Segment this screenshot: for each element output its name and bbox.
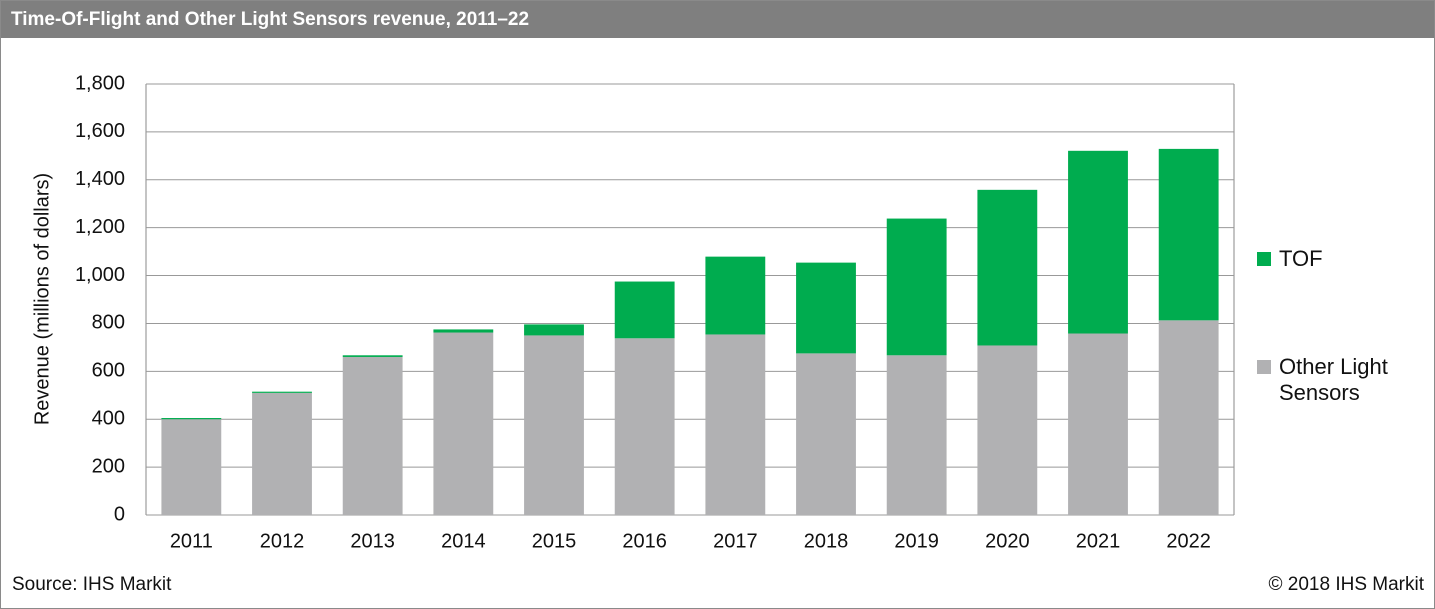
y-tick-label: 1,800 xyxy=(75,72,125,94)
bar-segment xyxy=(796,262,856,354)
source-note: Source: IHS Markit xyxy=(12,574,172,595)
legend-item: Other Light Sensors xyxy=(1257,354,1427,406)
y-tick-label: 1,600 xyxy=(75,120,125,142)
x-tick-label: 2022 xyxy=(1166,530,1211,552)
bar-segment xyxy=(614,338,675,515)
x-tick-label: 2015 xyxy=(532,530,577,552)
y-tick-label: 800 xyxy=(92,312,125,334)
y-tick-label: 1,400 xyxy=(75,168,125,190)
bar-segment xyxy=(1068,333,1128,515)
x-tick-label: 2013 xyxy=(350,530,395,552)
bar-segment xyxy=(705,256,766,335)
y-tick-label: 600 xyxy=(92,360,125,382)
x-tick-label: 2018 xyxy=(804,530,849,552)
x-tick-label: 2017 xyxy=(713,530,758,552)
x-tick-label: 2016 xyxy=(622,530,667,552)
y-tick-label: 0 xyxy=(114,503,125,525)
bar-segment xyxy=(977,345,1038,515)
x-tick-label: 2021 xyxy=(1076,530,1121,552)
x-tick-label: 2014 xyxy=(441,530,486,552)
bar-segment xyxy=(342,356,403,515)
bar-segment xyxy=(796,353,856,515)
y-tick-label: 200 xyxy=(92,455,125,477)
bar-segment xyxy=(433,329,494,333)
y-axis-label: Revenue (millions of dollars) xyxy=(31,173,53,425)
bar-segment xyxy=(1158,320,1219,515)
bar-segment xyxy=(252,392,312,515)
x-tick-label: 2012 xyxy=(260,530,305,552)
bar-segment xyxy=(161,419,222,515)
bar-segment xyxy=(886,218,947,356)
bar-segment xyxy=(161,418,222,420)
bar-segment xyxy=(1068,150,1128,334)
bar-segment xyxy=(524,324,584,336)
bar-segment xyxy=(886,355,947,515)
x-tick-label: 2020 xyxy=(985,530,1030,552)
legend-label: Other Light Sensors xyxy=(1279,354,1388,405)
x-tick-label: 2011 xyxy=(170,530,213,552)
bar-segment xyxy=(977,189,1038,346)
bar-segment xyxy=(705,334,766,515)
bar-segment xyxy=(614,281,675,339)
chart-title: Time-Of-Flight and Other Light Sensors r… xyxy=(1,1,1434,38)
legend-swatch xyxy=(1257,360,1271,374)
y-tick-label: 1,200 xyxy=(75,216,125,238)
bar-segment xyxy=(1158,148,1219,321)
copyright-note: © 2018 IHS Markit xyxy=(1268,574,1425,595)
y-tick-label: 1,000 xyxy=(75,264,125,286)
legend-swatch xyxy=(1257,252,1271,266)
x-tick-label: 2019 xyxy=(894,530,939,552)
bar-segment xyxy=(524,335,584,515)
legend-label: TOF xyxy=(1279,246,1323,271)
bar-segment xyxy=(252,391,312,393)
bar-segment xyxy=(433,332,494,515)
bar-segment xyxy=(342,355,403,357)
y-tick-label: 400 xyxy=(92,408,125,430)
legend-item: TOF xyxy=(1257,246,1323,272)
